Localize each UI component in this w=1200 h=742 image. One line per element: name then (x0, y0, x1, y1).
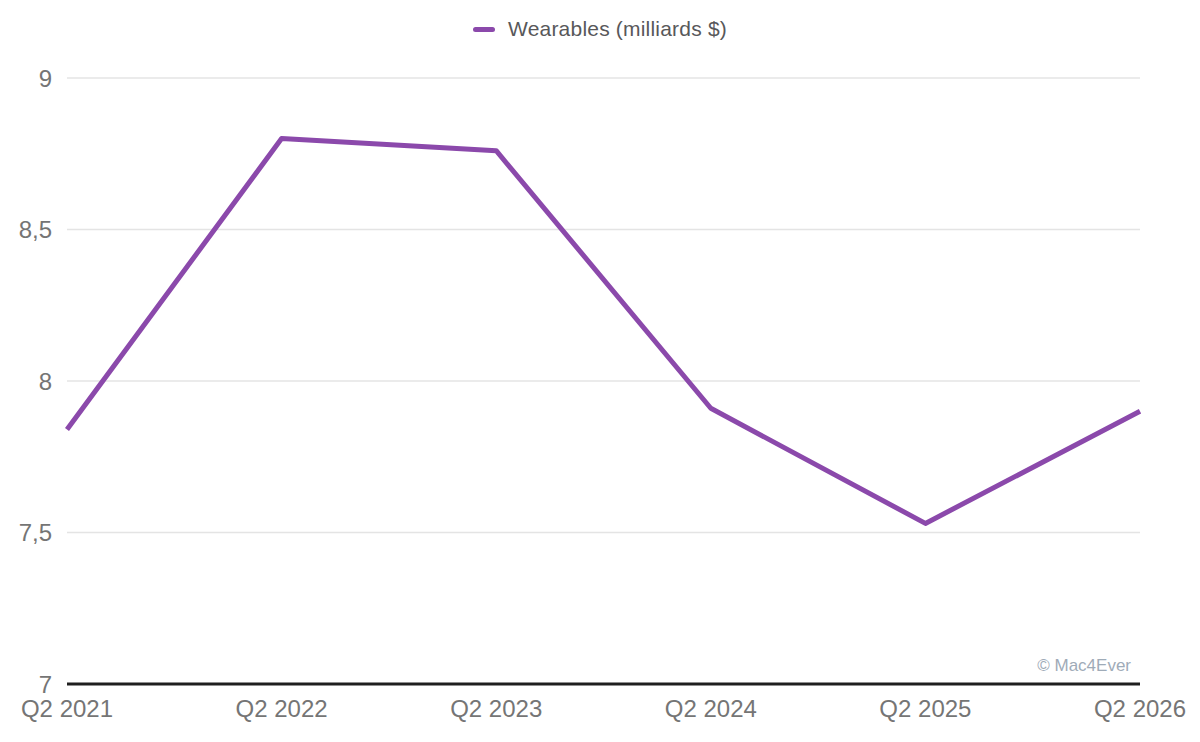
x-axis-tick-label: Q2 2026 (1094, 695, 1186, 722)
x-axis-tick-label: Q2 2021 (21, 695, 113, 722)
wearables-series-line (67, 139, 1140, 524)
x-axis-tick-label: Q2 2023 (450, 695, 542, 722)
y-axis-tick-label: 9 (39, 65, 52, 92)
x-axis-tick-label: Q2 2024 (665, 695, 757, 722)
wearables-line-chart: 9 8,5 8 7,5 7Q2 2021 Q2 2022 Q2 2023 Q2 2024 Q2 … (0, 0, 1200, 742)
x-axis-tick-label: Q2 2022 (236, 695, 328, 722)
y-axis-tick-label: 8 (39, 368, 52, 395)
y-axis-tick-label: 8,5 (19, 216, 52, 243)
y-axis-tick-label: 7 (39, 671, 52, 698)
watermark-credit: © Mac4Ever (1037, 656, 1131, 676)
x-axis-tick-label: Q2 2025 (879, 695, 971, 722)
y-axis-tick-label: 7,5 (19, 519, 52, 546)
